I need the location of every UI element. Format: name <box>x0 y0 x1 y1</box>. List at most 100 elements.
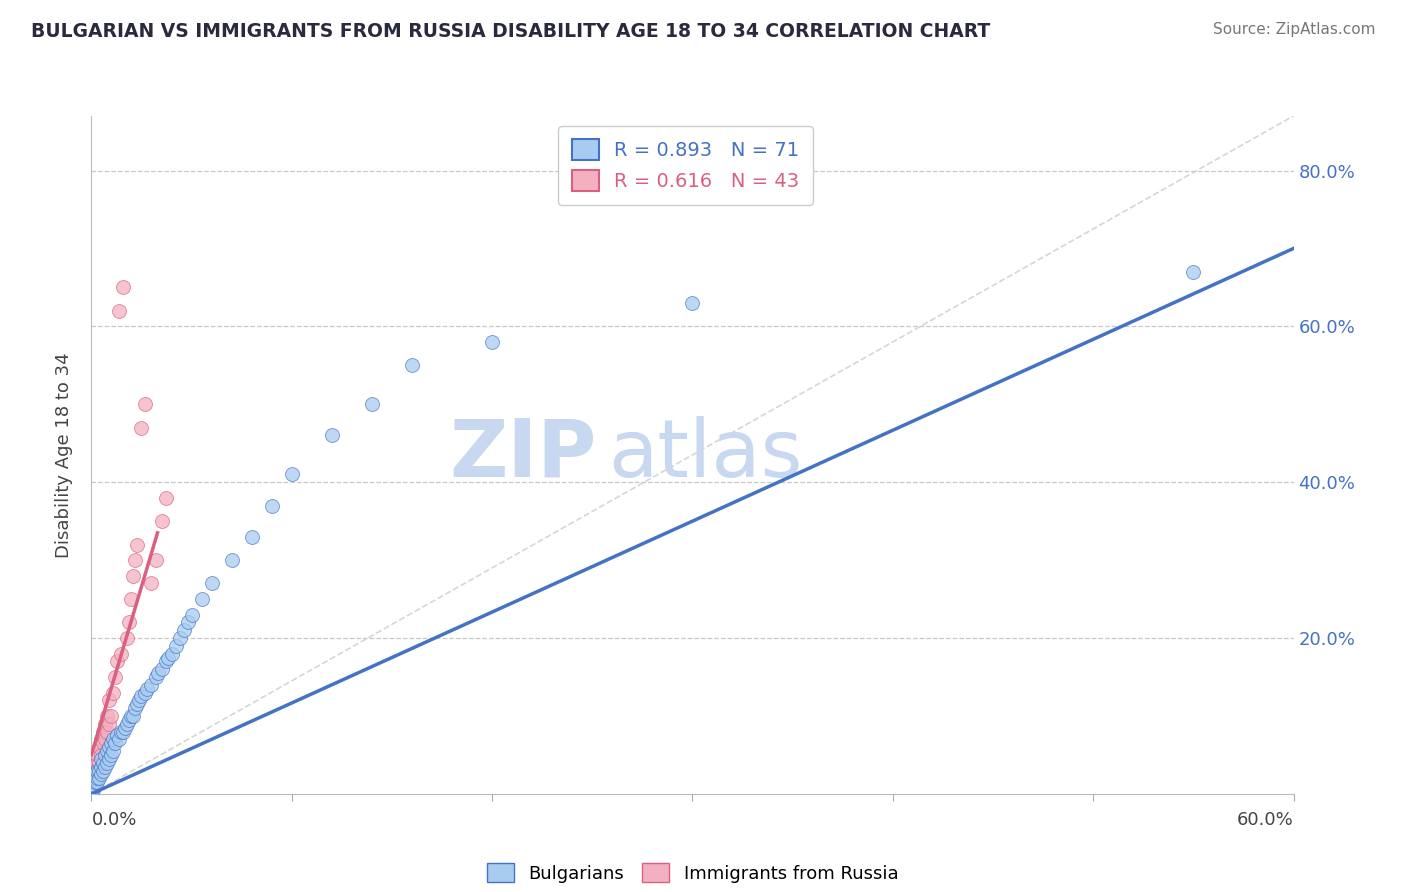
Point <box>94 759 117 773</box>
Point <box>122 568 145 582</box>
Point <box>82 779 104 793</box>
Point <box>112 280 135 294</box>
Point <box>127 537 149 551</box>
Point <box>80 772 103 786</box>
Point <box>96 756 118 770</box>
Point <box>100 736 122 750</box>
Text: 60.0%: 60.0% <box>1237 811 1294 829</box>
Point <box>240 530 263 544</box>
Point <box>155 491 177 505</box>
Point <box>122 709 145 723</box>
Point <box>80 783 103 797</box>
Point <box>180 607 202 622</box>
Point <box>100 709 122 723</box>
Point <box>94 747 117 762</box>
Point <box>160 647 183 661</box>
Point <box>321 428 343 442</box>
Y-axis label: Disability Age 18 to 34: Disability Age 18 to 34 <box>55 352 73 558</box>
Point <box>681 296 703 310</box>
Point <box>124 553 146 567</box>
Point <box>90 767 112 781</box>
Point <box>165 639 187 653</box>
Point <box>173 624 195 638</box>
Point <box>80 772 103 786</box>
Point <box>131 690 153 704</box>
Point <box>89 772 111 786</box>
Point <box>145 553 167 567</box>
Point <box>201 576 224 591</box>
Point <box>82 779 104 793</box>
Point <box>110 724 132 739</box>
Point <box>108 732 131 747</box>
Point <box>481 334 503 349</box>
Point <box>104 670 127 684</box>
Point <box>103 685 125 699</box>
Point <box>98 740 121 755</box>
Point <box>112 724 135 739</box>
Point <box>118 615 141 630</box>
Point <box>82 772 104 786</box>
Point <box>121 709 143 723</box>
Point <box>93 736 115 750</box>
Point <box>117 631 139 645</box>
Point <box>89 764 111 778</box>
Point <box>90 759 112 773</box>
Point <box>114 721 136 735</box>
Point <box>80 775 103 789</box>
Point <box>103 744 125 758</box>
Point <box>80 787 103 801</box>
Point <box>93 764 115 778</box>
Legend: Bulgarians, Immigrants from Russia: Bulgarians, Immigrants from Russia <box>479 856 905 890</box>
Point <box>89 756 111 770</box>
Point <box>110 647 132 661</box>
Point <box>141 678 163 692</box>
Point <box>93 724 115 739</box>
Point <box>82 783 104 797</box>
Point <box>190 592 212 607</box>
Point <box>98 716 121 731</box>
Point <box>156 650 179 665</box>
Point <box>134 397 156 411</box>
Point <box>155 654 177 668</box>
Point <box>86 772 108 786</box>
Point <box>360 397 382 411</box>
Point <box>145 670 167 684</box>
Point <box>80 783 103 797</box>
Point <box>96 744 118 758</box>
Point <box>86 764 108 778</box>
Point <box>176 615 198 630</box>
Point <box>90 752 112 766</box>
Point <box>260 499 283 513</box>
Point <box>80 779 103 793</box>
Point <box>90 747 112 762</box>
Point <box>86 747 108 762</box>
Point <box>96 724 118 739</box>
Text: Source: ZipAtlas.com: Source: ZipAtlas.com <box>1212 22 1375 37</box>
Point <box>94 716 117 731</box>
Point <box>146 666 169 681</box>
Point <box>90 732 112 747</box>
Point <box>84 775 107 789</box>
Text: 0.0%: 0.0% <box>91 811 136 829</box>
Point <box>127 698 149 712</box>
Point <box>84 767 107 781</box>
Point <box>98 752 121 766</box>
Point <box>86 756 108 770</box>
Point <box>117 716 139 731</box>
Point <box>141 576 163 591</box>
Point <box>103 732 125 747</box>
Point <box>134 685 156 699</box>
Point <box>169 631 191 645</box>
Point <box>80 787 103 801</box>
Point <box>128 693 150 707</box>
Point <box>107 728 129 742</box>
Text: BULGARIAN VS IMMIGRANTS FROM RUSSIA DISABILITY AGE 18 TO 34 CORRELATION CHART: BULGARIAN VS IMMIGRANTS FROM RUSSIA DISA… <box>31 22 990 41</box>
Text: ZIP: ZIP <box>449 416 596 494</box>
Point <box>108 303 131 318</box>
Point <box>98 693 121 707</box>
Point <box>96 709 118 723</box>
Point <box>118 713 141 727</box>
Point <box>80 779 103 793</box>
Point <box>89 740 111 755</box>
Point <box>93 756 115 770</box>
